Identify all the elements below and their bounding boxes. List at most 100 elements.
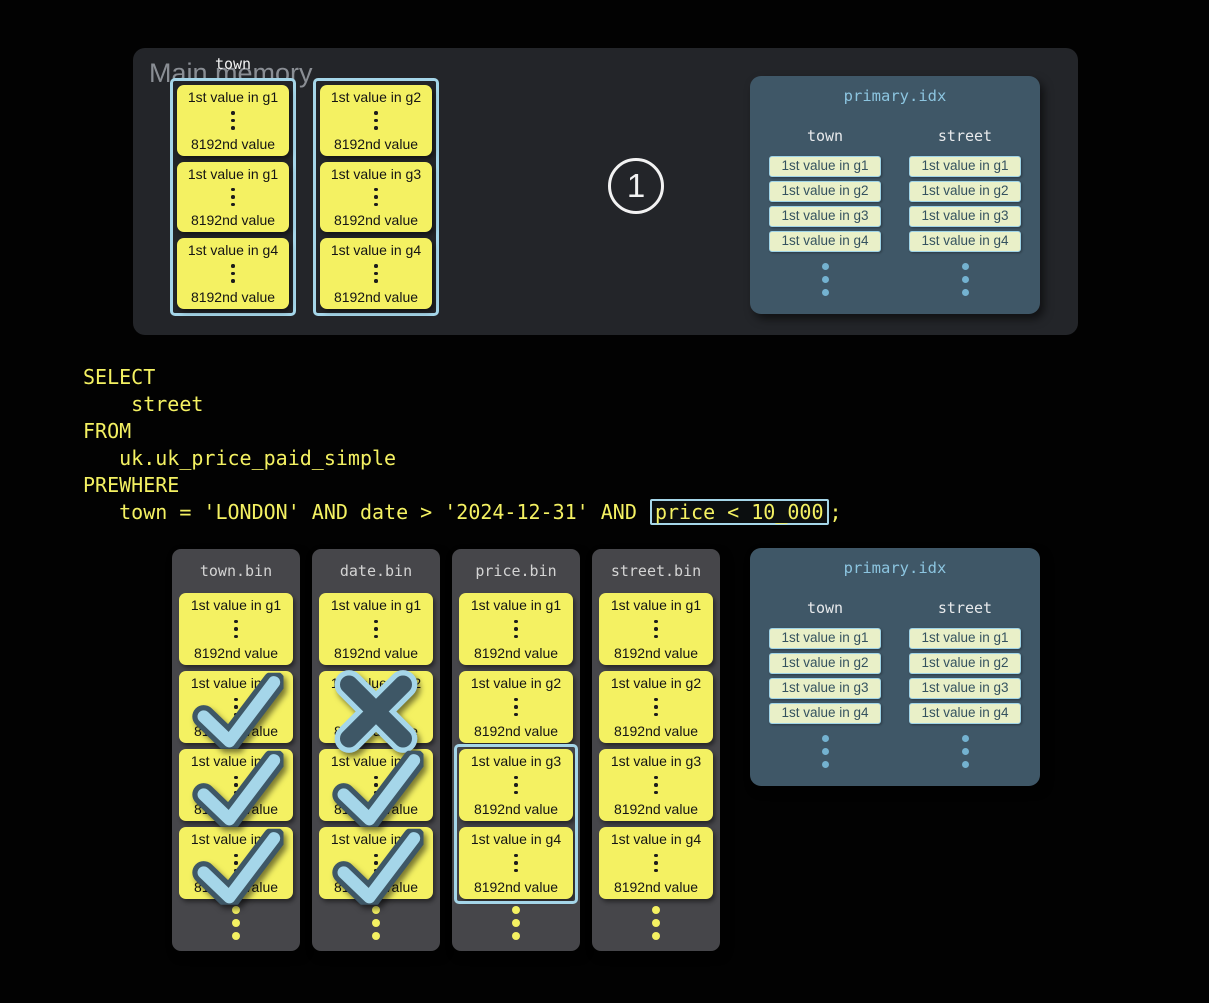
granule-first-value: 1st value in g3 bbox=[190, 753, 282, 769]
granule-block: 1st value in g2 8192nd value bbox=[599, 671, 713, 743]
index-header-street: street bbox=[937, 599, 993, 617]
ellipsis-dots bbox=[654, 697, 658, 717]
granule-last-value: 8192nd value bbox=[190, 289, 276, 305]
bin-granules: 1st value in g1 8192nd value 1st value i… bbox=[599, 593, 713, 899]
granule-last-value: 8192nd value bbox=[333, 723, 419, 739]
index-column-street: 1st value in g1 1st value in g2 1st valu… bbox=[909, 628, 1021, 768]
granule-block: 1st value in g3 8192nd value bbox=[599, 749, 713, 821]
granule-first-value: 1st value in g1 bbox=[610, 597, 702, 613]
granule-first-value: 1st value in g4 bbox=[330, 831, 422, 847]
ellipsis-dots bbox=[374, 775, 378, 795]
bin-file-price: price.bin 1st value in g1 8192nd value 1… bbox=[452, 549, 580, 951]
index-header-town: town bbox=[806, 599, 844, 617]
index-column-town: 1st value in g1 1st value in g2 1st valu… bbox=[769, 156, 881, 296]
granule-last-value: 8192nd value bbox=[473, 879, 559, 895]
ellipsis-dots bbox=[592, 906, 720, 940]
step-number: 1 bbox=[626, 167, 646, 204]
granule-first-value: 1st value in g1 bbox=[190, 597, 282, 613]
granule-first-value: 1st value in g4 bbox=[190, 831, 282, 847]
ellipsis-dots bbox=[374, 619, 378, 639]
granule-last-value: 8192nd value bbox=[193, 645, 279, 661]
granule-last-value: 8192nd value bbox=[473, 801, 559, 817]
index-entry: 1st value in g2 bbox=[909, 181, 1021, 202]
granule-first-value: 1st value in g3 bbox=[330, 165, 422, 182]
ellipsis-dots bbox=[821, 735, 829, 768]
sql-query: SELECT street FROM uk.uk_price_paid_simp… bbox=[83, 364, 842, 526]
granule-block: 1st value in g2 8192nd value bbox=[319, 670, 433, 753]
main-memory-box: Main memory town 1st value in g1 8192nd … bbox=[133, 48, 1078, 335]
bin-file-date: date.bin 1st value in g1 8192nd value 1s… bbox=[312, 549, 440, 951]
index-entry: 1st value in g3 bbox=[769, 678, 881, 699]
ellipsis-dots bbox=[514, 853, 518, 873]
ellipsis-dots bbox=[374, 697, 378, 717]
memory-granule-stack-2: 1st value in g2 8192nd value 1st value i… bbox=[313, 78, 439, 316]
granule-last-value: 8192nd value bbox=[193, 801, 279, 817]
ellipsis-dots bbox=[374, 264, 378, 283]
granule-block: 1st value in g4 8192nd value bbox=[179, 827, 293, 905]
primary-idx-title: primary.idx bbox=[843, 87, 947, 105]
index-entry: 1st value in g4 bbox=[909, 703, 1021, 724]
ellipsis-dots bbox=[514, 619, 518, 639]
granule-first-value: 1st value in g4 bbox=[470, 831, 562, 847]
index-header-town: town bbox=[806, 127, 844, 145]
index-header-street: street bbox=[937, 127, 993, 145]
primary-idx-columns: 1st value in g1 1st value in g2 1st valu… bbox=[769, 628, 1021, 768]
memory-column-label: town bbox=[214, 55, 252, 73]
ellipsis-dots bbox=[234, 619, 238, 639]
selected-granules-outline bbox=[454, 744, 578, 904]
granule-block: 1st value in g3 8192nd value bbox=[319, 749, 433, 827]
granule-first-value: 1st value in g4 bbox=[610, 831, 702, 847]
ellipsis-dots bbox=[821, 263, 829, 296]
bin-file-town: town.bin 1st value in g1 8192nd value 1s… bbox=[172, 549, 300, 951]
granule-last-value: 8192nd value bbox=[333, 645, 419, 661]
granule-last-value: 8192nd value bbox=[473, 645, 559, 661]
bin-granules: 1st value in g1 8192nd value 1st value i… bbox=[179, 593, 293, 905]
bin-file-title: street.bin bbox=[610, 562, 702, 580]
granule-first-value: 1st value in g2 bbox=[470, 675, 562, 691]
granule-block: 1st value in g4 8192nd value bbox=[320, 238, 432, 310]
bin-file-street: street.bin 1st value in g1 8192nd value … bbox=[592, 549, 720, 951]
index-entry: 1st value in g3 bbox=[909, 206, 1021, 227]
ellipsis-dots bbox=[231, 264, 235, 283]
ellipsis-dots bbox=[374, 187, 378, 207]
ellipsis-dots bbox=[514, 775, 518, 795]
ellipsis-dots bbox=[231, 187, 235, 207]
granule-last-value: 8192nd value bbox=[333, 212, 419, 229]
sql-line: PREWHERE bbox=[83, 473, 180, 497]
granule-first-value: 1st value in g1 bbox=[470, 597, 562, 613]
bin-file-title: price.bin bbox=[475, 562, 557, 580]
ellipsis-dots bbox=[514, 697, 518, 717]
index-entry: 1st value in g4 bbox=[769, 231, 881, 252]
sql-line: SELECT bbox=[83, 365, 156, 389]
granule-block: 1st value in g3 8192nd value bbox=[179, 749, 293, 827]
sql-line: FROM bbox=[83, 419, 132, 443]
granule-block: 1st value in g1 8192nd value bbox=[319, 593, 433, 665]
ellipsis-dots bbox=[654, 853, 658, 873]
index-entry: 1st value in g2 bbox=[909, 653, 1021, 674]
primary-idx-columns: 1st value in g1 1st value in g2 1st valu… bbox=[769, 156, 1021, 296]
granule-last-value: 8192nd value bbox=[190, 212, 276, 229]
ellipsis-dots bbox=[654, 619, 658, 639]
index-entry: 1st value in g1 bbox=[909, 628, 1021, 649]
granule-last-value: 8192nd value bbox=[613, 801, 699, 817]
bin-file-title: date.bin bbox=[339, 562, 413, 580]
ellipsis-dots bbox=[374, 853, 378, 873]
index-entry: 1st value in g4 bbox=[909, 231, 1021, 252]
granule-last-value: 8192nd value bbox=[613, 645, 699, 661]
index-entry: 1st value in g1 bbox=[769, 156, 881, 177]
ellipsis-dots bbox=[961, 263, 969, 296]
granule-block: 1st value in g2 8192nd value bbox=[320, 85, 432, 156]
granule-first-value: 1st value in g2 bbox=[610, 675, 702, 691]
primary-idx-panel-top: primary.idx town street 1st value in g1 … bbox=[750, 76, 1040, 314]
index-column-town: 1st value in g1 1st value in g2 1st valu… bbox=[769, 628, 881, 768]
ellipsis-dots bbox=[654, 775, 658, 795]
index-entry: 1st value in g2 bbox=[769, 181, 881, 202]
granule-first-value: 1st value in g4 bbox=[330, 242, 422, 259]
granule-first-value: 1st value in g2 bbox=[330, 89, 422, 105]
sql-line-prewhere-pre: town = 'LONDON' AND date > '2024-12-31' … bbox=[83, 500, 649, 524]
ellipsis-dots bbox=[231, 111, 235, 130]
primary-idx-headers: town street bbox=[769, 599, 1021, 617]
granule-first-value: 1st value in g1 bbox=[187, 89, 279, 105]
memory-granule-stack-1: 1st value in g1 8192nd value 1st value i… bbox=[170, 78, 296, 316]
